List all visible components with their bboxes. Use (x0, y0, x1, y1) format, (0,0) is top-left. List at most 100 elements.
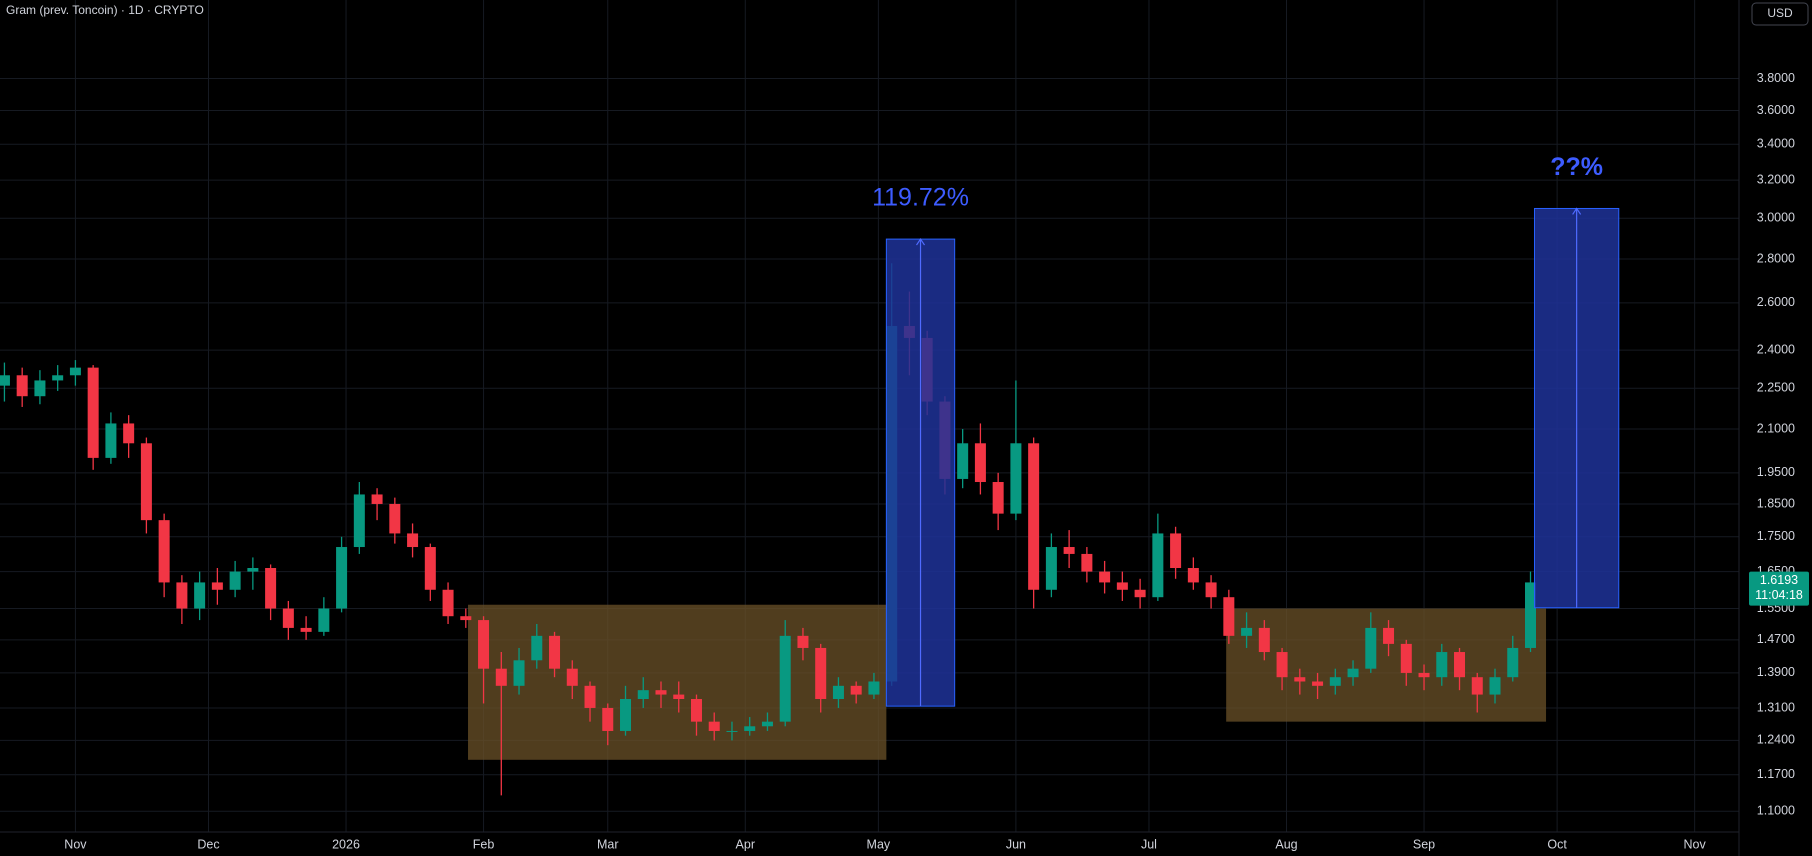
last-price-label: 1.6193 (1760, 573, 1798, 587)
measure-arrowhead (916, 238, 926, 246)
candle-body (1152, 533, 1164, 598)
candle-body (744, 726, 756, 731)
candle-body (52, 375, 64, 381)
x-tick-label: Dec (197, 837, 219, 851)
y-tick-label: 2.2500 (1757, 381, 1795, 395)
currency-button[interactable] (1751, 2, 1809, 26)
y-tick-label: 3.8000 (1757, 71, 1795, 85)
candle-body (1400, 643, 1412, 673)
candle-body (708, 721, 720, 731)
candle-body (442, 589, 454, 617)
candle-body (1471, 677, 1483, 695)
candle-body (140, 443, 152, 521)
candle-body (282, 608, 294, 628)
candle-body (584, 685, 596, 708)
countdown-label: 11:04:18 (1755, 588, 1803, 602)
candle-body (34, 380, 46, 397)
candle-body (300, 627, 312, 632)
candle-body (105, 423, 117, 458)
measure-label: 119.72% (872, 184, 969, 212)
candle-body (1028, 443, 1040, 590)
candle-body (779, 635, 791, 722)
y-tick-label: 1.9500 (1757, 465, 1795, 479)
candle-body (602, 707, 614, 731)
candle-body (655, 690, 667, 695)
candle-body (974, 443, 986, 483)
candle-body (87, 367, 99, 458)
x-tick-label: Jun (1006, 837, 1026, 851)
candle-body (1116, 582, 1128, 590)
y-tick-label: 1.7500 (1757, 529, 1795, 543)
x-tick-label: Aug (1275, 837, 1297, 851)
y-tick-label: 1.1000 (1757, 804, 1795, 818)
candle-body (478, 620, 490, 669)
candle-body (1365, 627, 1377, 669)
candle-body (389, 503, 401, 534)
y-tick-label: 1.3900 (1757, 665, 1795, 679)
candle-body (673, 694, 685, 700)
candle-body (407, 533, 419, 548)
candle-body (1134, 589, 1146, 598)
candle-body (868, 681, 880, 695)
y-tick-label: 1.1700 (1757, 767, 1795, 781)
range-box (1226, 608, 1547, 722)
candle-body (176, 582, 188, 609)
candle-body (1276, 652, 1288, 678)
candle-body (1507, 647, 1519, 678)
candle-body (1205, 582, 1217, 598)
candle-body (16, 375, 28, 397)
x-tick-label: Nov (1684, 837, 1707, 851)
y-tick-label: 3.6000 (1757, 103, 1795, 117)
candle-body (1418, 672, 1430, 678)
x-tick-label: Nov (64, 837, 87, 851)
candle-body (495, 668, 507, 686)
candle-body (1489, 677, 1501, 695)
candle-body (265, 568, 277, 609)
candle-body (460, 616, 472, 621)
x-tick-label: Apr (736, 837, 755, 851)
candle-body (424, 547, 436, 590)
candle-body (371, 494, 383, 504)
candle-body (0, 375, 10, 386)
y-tick-label: 1.3100 (1757, 700, 1795, 714)
candle-body (318, 608, 330, 632)
candle-body (1347, 668, 1359, 678)
x-tick-label: Oct (1547, 837, 1567, 851)
candle-body (158, 520, 170, 583)
candle-body (620, 699, 632, 731)
y-tick-label: 2.4000 (1757, 342, 1795, 356)
currency-label[interactable]: USD (1767, 6, 1793, 20)
x-tick-label: Mar (597, 837, 619, 851)
y-tick-label: 1.8500 (1757, 496, 1795, 510)
measure-label: ??% (1550, 153, 1603, 181)
candle-body (690, 699, 702, 722)
candle-body (123, 423, 135, 444)
candle-body (1170, 533, 1182, 569)
candle-body (69, 367, 81, 376)
candle-body (797, 635, 809, 648)
measure-arrowhead (1572, 207, 1582, 215)
candle-body (1010, 443, 1022, 514)
candle-body (1436, 652, 1448, 678)
candle-body (1524, 582, 1536, 648)
candle-body (1454, 652, 1466, 678)
x-tick-label: 2026 (332, 837, 360, 851)
candle-body (1045, 547, 1057, 590)
x-tick-label: Sep (1413, 837, 1435, 851)
y-tick-label: 3.2000 (1757, 172, 1795, 186)
y-tick-label: 2.1000 (1757, 421, 1795, 435)
candle-body (832, 685, 844, 700)
candle-body (992, 482, 1004, 514)
y-tick-label: 3.0000 (1757, 211, 1795, 225)
candle-body (1329, 677, 1341, 686)
y-tick-label: 1.4700 (1757, 632, 1795, 646)
candle-body (566, 668, 578, 686)
x-tick-label: Feb (473, 837, 495, 851)
candle-body (957, 443, 969, 479)
candle-body (211, 582, 223, 590)
candle-body (1081, 553, 1093, 572)
candle-body (850, 685, 862, 695)
candle-body (229, 571, 241, 590)
candle-body (1187, 568, 1199, 583)
